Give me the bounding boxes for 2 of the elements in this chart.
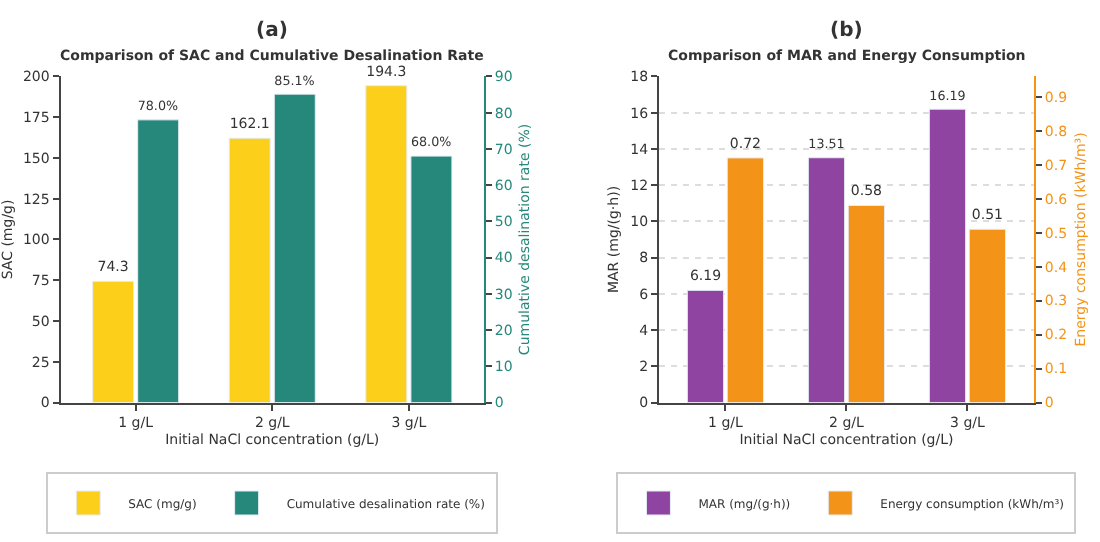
chart-title: (b) — [830, 20, 863, 42]
chart-title: (a) — [256, 20, 288, 42]
